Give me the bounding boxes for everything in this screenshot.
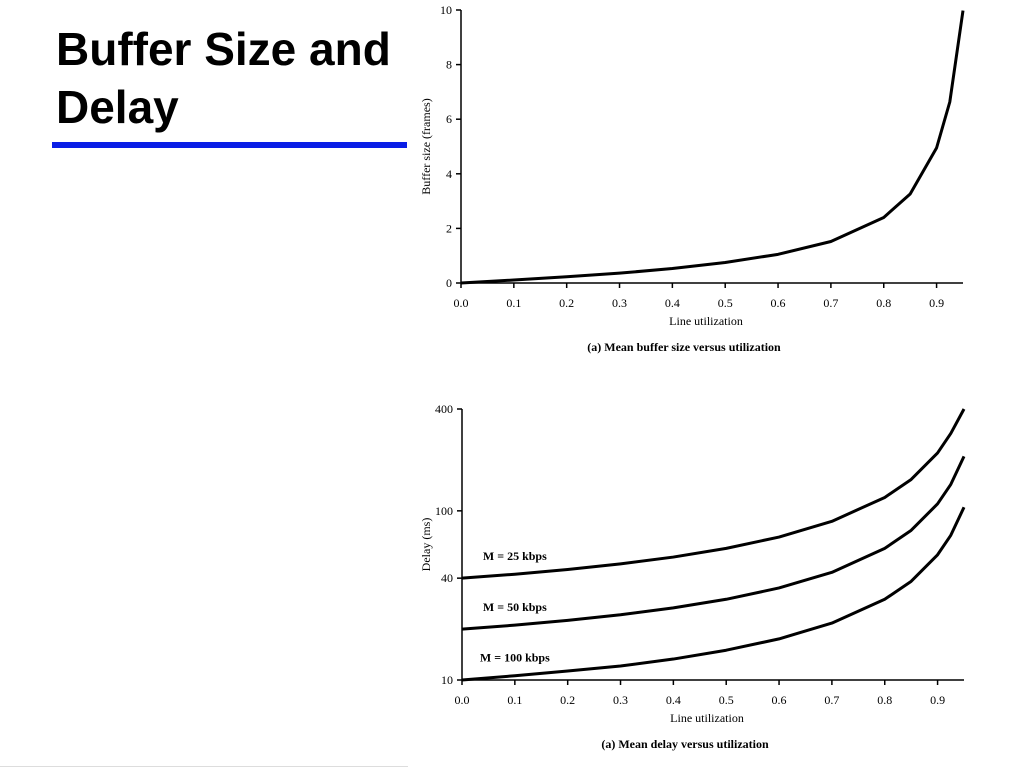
y-tick-label: 10	[441, 673, 453, 687]
y-tick-label: 4	[446, 167, 452, 181]
y-tick-label: 8	[446, 58, 452, 72]
x-tick-label: 0.6	[772, 693, 787, 707]
x-tick-label: 0.8	[876, 296, 891, 310]
x-tick-label: 0.4	[665, 296, 680, 310]
line-series	[461, 455, 966, 631]
x-axis-label: Line utilization	[670, 711, 744, 725]
y-tick-label: 400	[435, 402, 453, 416]
series-label: M = 50 kbps	[483, 600, 547, 614]
x-tick-label: 0.7	[824, 693, 839, 707]
x-tick-label: 0.1	[506, 296, 521, 310]
y-tick-label: 0	[446, 276, 452, 290]
x-tick-label: 0.5	[718, 296, 733, 310]
y-tick-label: 10	[440, 3, 452, 17]
y-tick-label: 100	[435, 504, 453, 518]
line-series	[461, 506, 966, 682]
x-tick-label: 0.2	[560, 693, 575, 707]
y-tick-label: 6	[446, 112, 452, 126]
y-axis-label: Delay (ms)	[419, 518, 433, 572]
line-series	[460, 10, 965, 285]
y-tick-label: 2	[446, 221, 452, 235]
x-tick-label: 0.4	[666, 693, 681, 707]
series-label: M = 100 kbps	[480, 651, 550, 665]
line-series	[461, 408, 966, 580]
title-rule	[52, 142, 407, 148]
slide-title: Buffer Size and Delay	[56, 23, 391, 133]
caption: (a) Mean buffer size versus utilization	[587, 340, 781, 354]
x-tick-label: 0.3	[613, 693, 628, 707]
series-label: M = 25 kbps	[483, 549, 547, 563]
caption: (a) Mean delay versus utilization	[601, 737, 769, 751]
x-tick-label: 0.0	[455, 693, 470, 707]
y-axis-label: Buffer size (frames)	[419, 98, 433, 194]
x-tick-label: 0.1	[507, 693, 522, 707]
x-tick-label: 0.0	[454, 296, 469, 310]
x-tick-label: 0.3	[612, 296, 627, 310]
x-tick-label: 0.6	[771, 296, 786, 310]
x-tick-label: 0.9	[930, 693, 945, 707]
y-tick-label: 40	[441, 571, 453, 585]
x-tick-label: 0.7	[823, 296, 838, 310]
x-tick-label: 0.8	[877, 693, 892, 707]
x-tick-label: 0.9	[929, 296, 944, 310]
x-tick-label: 0.5	[719, 693, 734, 707]
footer-rule	[0, 766, 408, 767]
x-tick-label: 0.2	[559, 296, 574, 310]
x-axis-label: Line utilization	[669, 314, 743, 328]
